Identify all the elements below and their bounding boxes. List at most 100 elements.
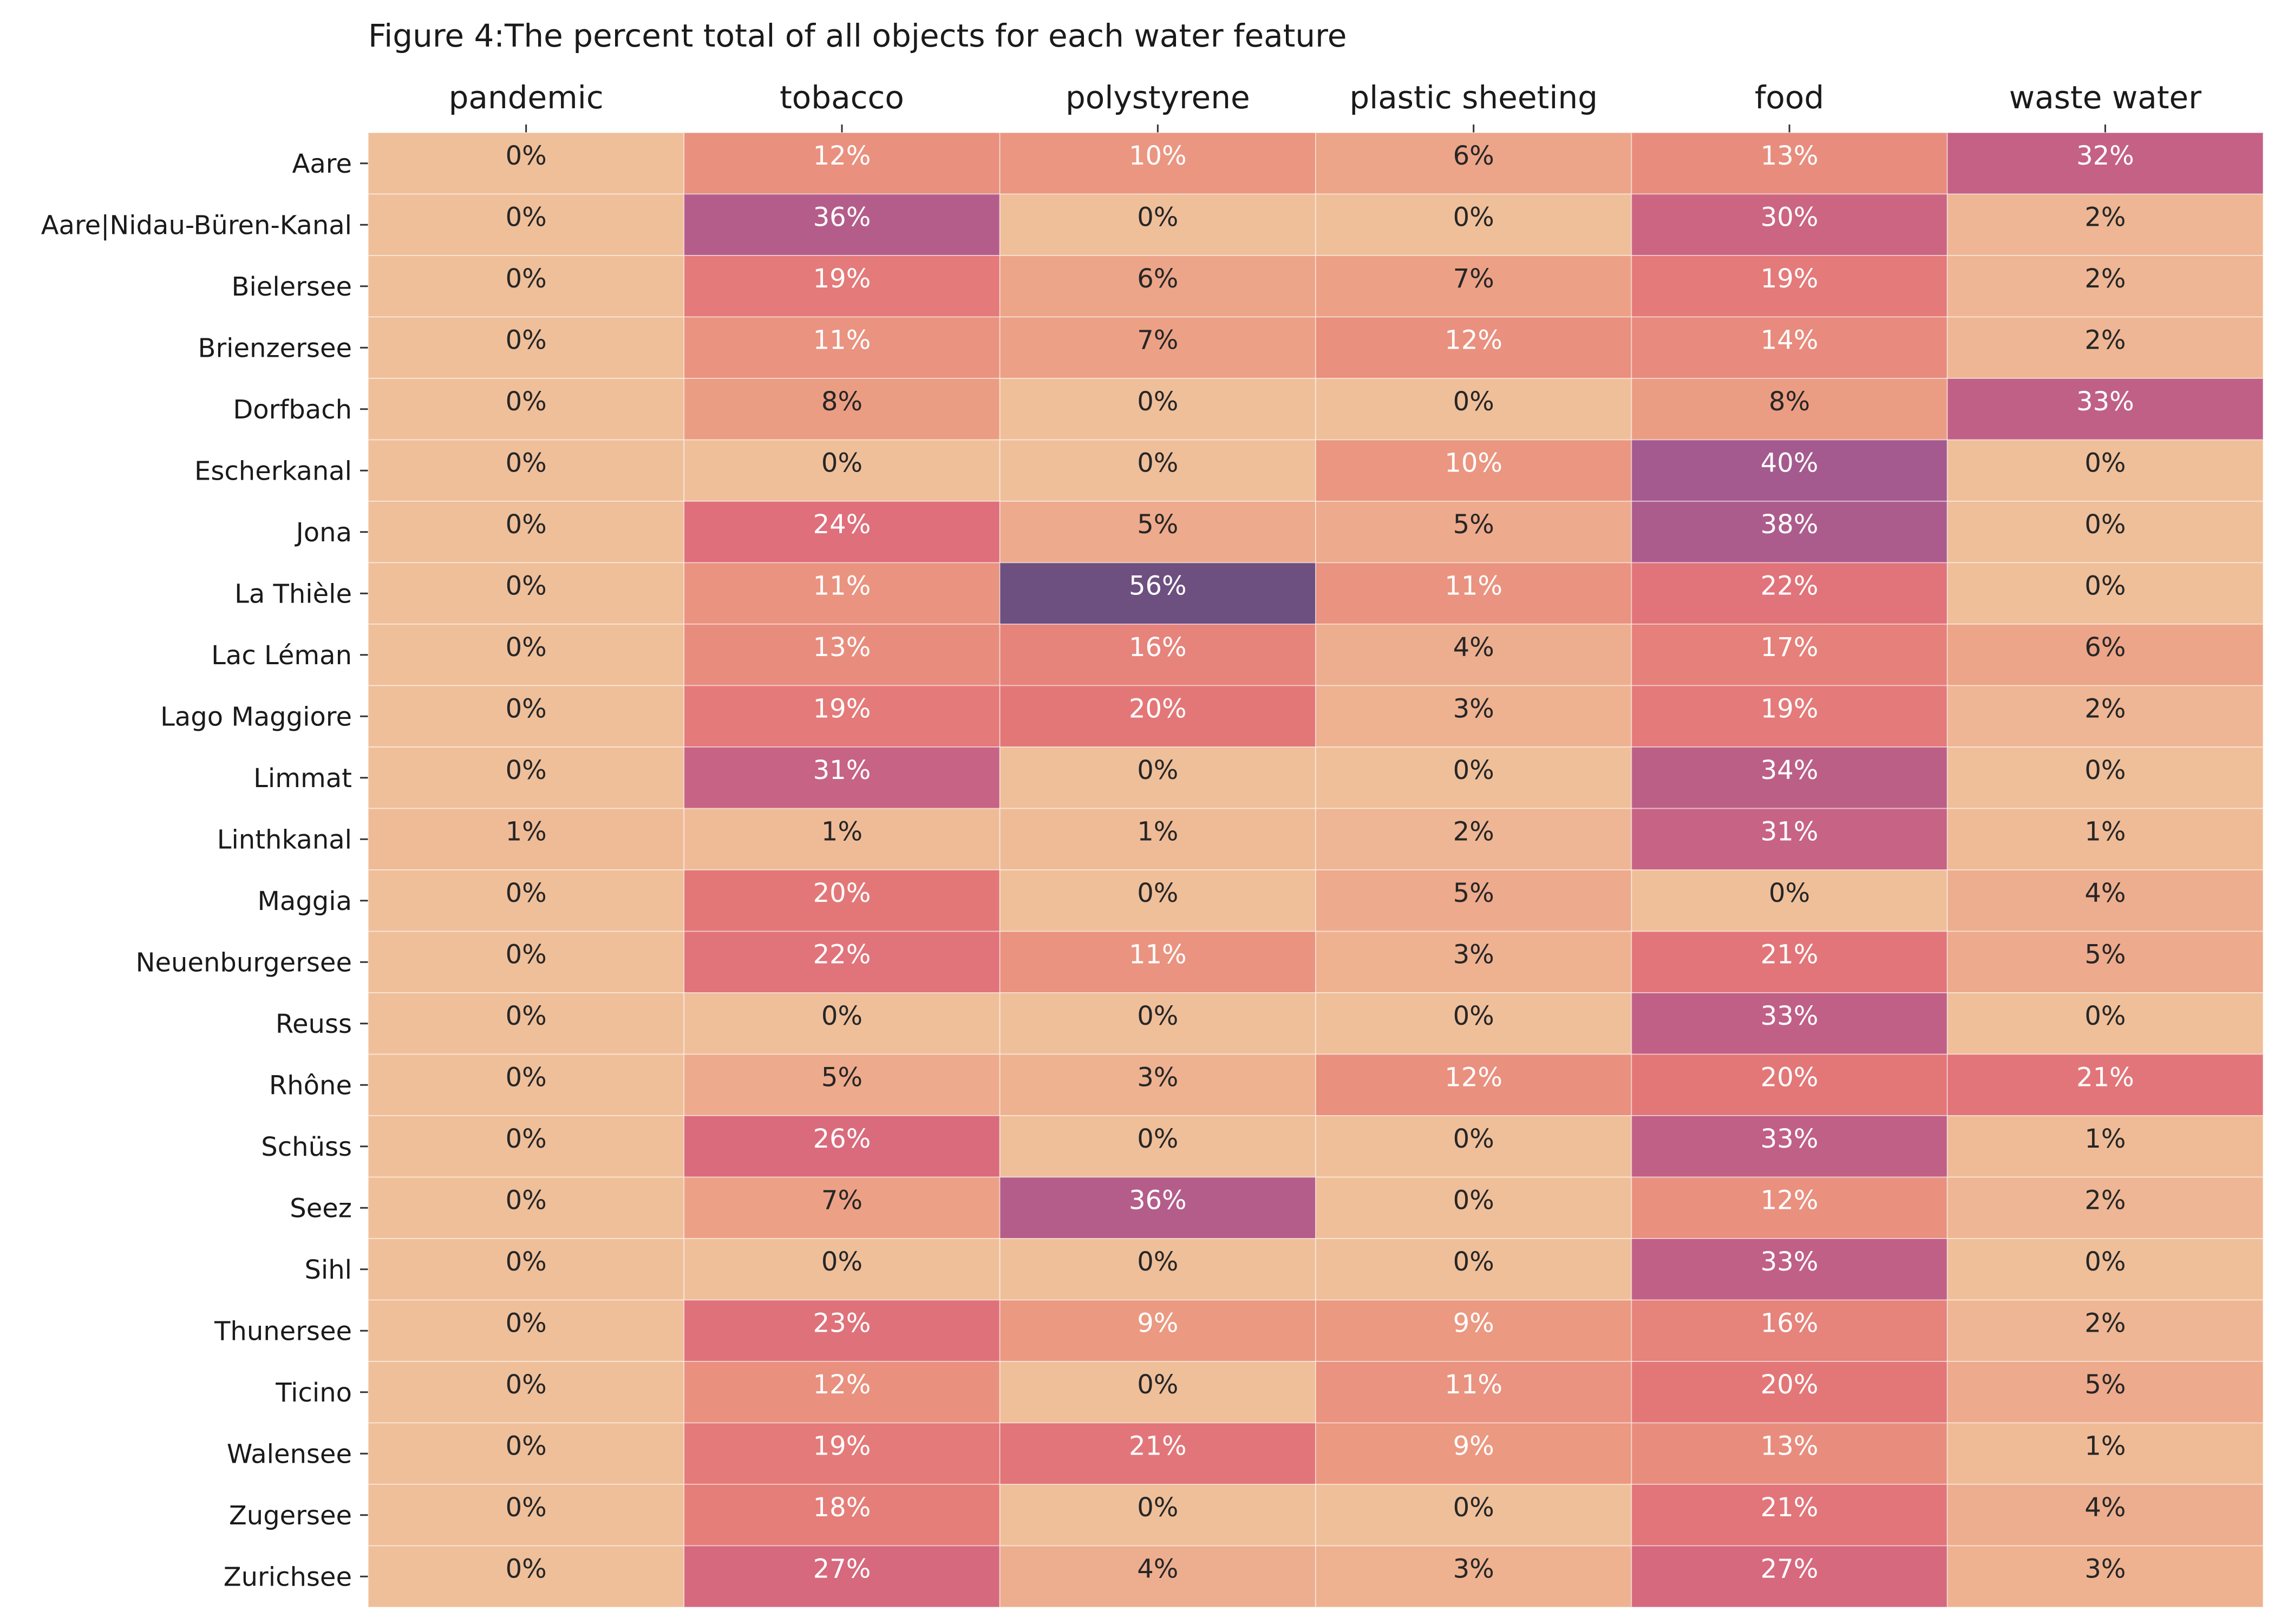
cell-value-label: 10%	[1129, 141, 1187, 171]
cell-value-label: 13%	[813, 632, 871, 663]
heatmap-cell	[1946, 316, 2264, 379]
row-label-aare-nidau-buren-kanal: Aare|Nidau-Büren-Kanal	[41, 210, 352, 240]
cell-value-label: 33%	[1761, 1001, 1819, 1031]
heatmap-cell	[999, 439, 1316, 502]
cell-value-label: 1%	[1137, 816, 1178, 847]
heatmap-cell	[1315, 439, 1632, 502]
row-label-rhone: Rhône	[269, 1070, 352, 1101]
cell-value-label: 0%	[1137, 1001, 1178, 1031]
heatmap-cell	[368, 931, 685, 993]
heatmap-cell	[1315, 992, 1632, 1055]
cell-value-label: 6%	[2084, 632, 2126, 663]
heatmap-cell	[683, 808, 1001, 870]
cell-value-label: 1%	[2084, 1124, 2126, 1154]
heatmap-cell	[683, 1361, 1001, 1424]
cell-value-label: 0%	[821, 1001, 862, 1031]
column-label-tobacco: tobacco	[780, 79, 904, 116]
heatmap-cell	[683, 378, 1001, 441]
row-label-escherkanal: Escherkanal	[194, 456, 352, 486]
heatmap-cell	[1631, 1053, 1948, 1116]
heatmap-cell	[1946, 1299, 2264, 1362]
heatmap-cell	[683, 316, 1001, 379]
cell-value-label: 2%	[2084, 202, 2126, 232]
heatmap-cell	[683, 992, 1001, 1055]
heatmap-cell	[368, 501, 685, 564]
cell-value-label: 0%	[1137, 1247, 1178, 1277]
cell-value-label: 20%	[813, 878, 871, 908]
row-label-dorfbach: Dorfbach	[233, 395, 352, 425]
heatmap-cell	[999, 685, 1316, 748]
cell-value-label: 11%	[813, 325, 871, 355]
heatmap-cell	[1315, 1545, 1632, 1608]
heatmap-cell	[1946, 1176, 2264, 1239]
cell-value-label: 3%	[1453, 693, 1494, 724]
heatmap-cell	[1315, 1238, 1632, 1301]
heatmap-cell	[1946, 746, 2264, 809]
cell-value-label: 0%	[1453, 1492, 1494, 1523]
cell-value-label: 33%	[1761, 1124, 1819, 1154]
heatmap-cell	[1631, 1115, 1948, 1178]
cell-value-label: 0%	[1769, 878, 1810, 908]
cell-value-label: 0%	[2084, 1247, 2126, 1277]
heatmap-cell	[683, 439, 1001, 502]
cell-value-label: 33%	[2076, 387, 2134, 417]
cell-value-label: 12%	[1445, 325, 1502, 355]
heatmap-cell	[1946, 1053, 2264, 1116]
cell-value-label: 0%	[506, 1062, 547, 1092]
heatmap-cell	[999, 1422, 1316, 1485]
heatmap-cell	[683, 1115, 1001, 1178]
cell-value-label: 0%	[1137, 448, 1178, 478]
heatmap-cell	[1315, 193, 1632, 256]
heatmap-cell	[1315, 1361, 1632, 1424]
cell-value-label: 22%	[813, 939, 871, 970]
heatmap-cell	[368, 1361, 685, 1424]
cell-value-label: 0%	[2084, 571, 2126, 601]
cell-value-label: 4%	[1137, 1554, 1178, 1584]
cell-value-label: 1%	[506, 816, 547, 847]
row-label-zugersee: Zugersee	[229, 1501, 352, 1531]
cell-value-label: 5%	[821, 1062, 862, 1092]
cell-value-label: 5%	[1137, 509, 1178, 540]
cell-value-label: 1%	[2084, 816, 2126, 847]
heatmap-cell	[1631, 931, 1948, 993]
cell-value-label: 0%	[506, 387, 547, 417]
cell-value-label: 0%	[506, 878, 547, 908]
cell-value-label: 2%	[2084, 1308, 2126, 1338]
column-label-polystyrene: polystyrene	[1066, 79, 1250, 116]
heatmap-cell	[1946, 562, 2264, 625]
heatmap-cell	[1946, 624, 2264, 686]
heatmap-cell	[1631, 1299, 1948, 1362]
heatmap-cell	[368, 193, 685, 256]
cell-value-label: 2%	[2084, 693, 2126, 724]
cell-value-label: 0%	[506, 1431, 547, 1461]
heatmap-cell	[999, 1115, 1316, 1178]
cell-value-label: 26%	[813, 1124, 871, 1154]
heatmap-cell	[1946, 255, 2264, 318]
heatmap-cell	[368, 562, 685, 625]
cell-value-label: 1%	[2084, 1431, 2126, 1461]
heatmap-cell	[683, 869, 1001, 932]
heatmap-cell	[368, 624, 685, 686]
cell-value-label: 0%	[506, 1308, 547, 1338]
cell-value-label: 11%	[1129, 939, 1187, 970]
cell-value-label: 56%	[1129, 571, 1187, 601]
heatmap-cell	[1631, 685, 1948, 748]
cell-value-label: 0%	[506, 141, 547, 171]
heatmap-cell	[1631, 1238, 1948, 1301]
cell-value-label: 0%	[506, 448, 547, 478]
heatmap-cells: 0% 12% 10% 6% 13% 32% 0% 36% 0% 0% 30% 2% 0% 19% 6% 7% 1…	[368, 132, 2264, 1608]
heatmap-cell	[368, 1238, 685, 1301]
heatmap-cell	[683, 193, 1001, 256]
cell-value-label: 0%	[1453, 387, 1494, 417]
heatmap-cell	[1946, 808, 2264, 870]
heatmap-cell	[368, 1053, 685, 1116]
cell-value-label: 0%	[1137, 755, 1178, 785]
cell-value-label: 21%	[1761, 939, 1819, 970]
row-label-walensee: Walensee	[227, 1439, 352, 1469]
heatmap-cell	[1946, 1545, 2264, 1608]
heatmap-cell	[1315, 378, 1632, 441]
cell-value-label: 20%	[1129, 693, 1187, 724]
column-label-waste-water: waste water	[2009, 79, 2201, 116]
heatmap-cell	[368, 378, 685, 441]
